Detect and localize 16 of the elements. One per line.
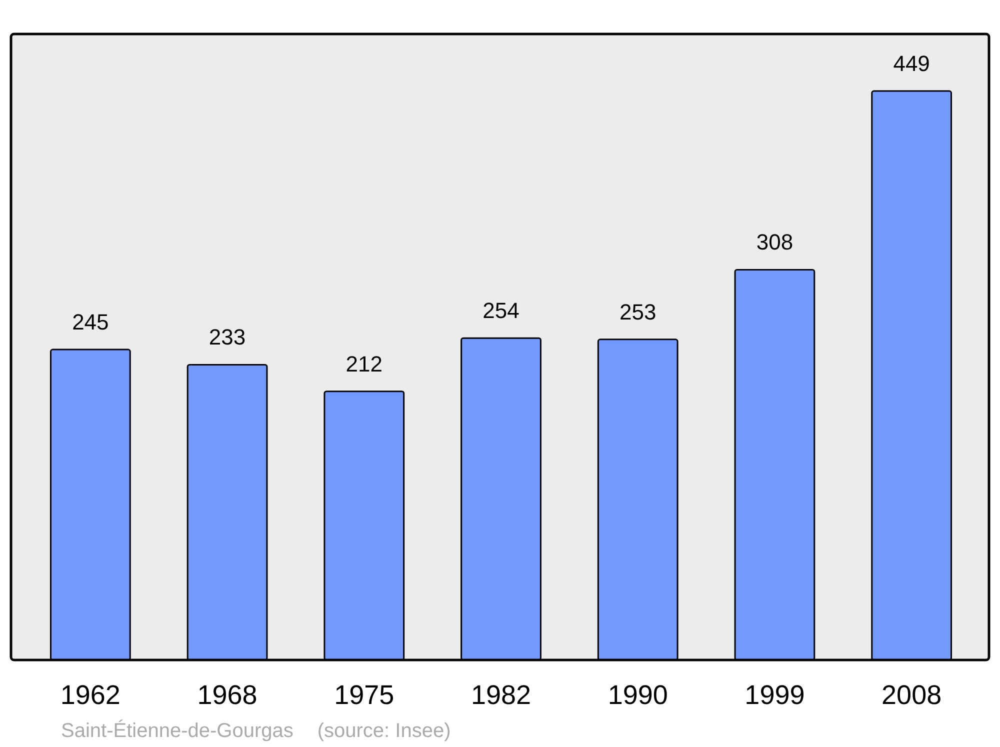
x-tick-label: 1962 [60, 680, 120, 710]
x-tick-label: 1990 [608, 680, 668, 710]
data-label: 245 [72, 310, 109, 335]
text: Saint-Étienne-de-Gourgas [61, 719, 294, 742]
data-label: 253 [620, 299, 656, 324]
data-label: 254 [482, 298, 520, 324]
data-label: 308 [756, 230, 794, 255]
x-tick-label: 1982 [470, 680, 532, 710]
data-label: 212 [346, 351, 382, 376]
x-tick-label: 1968 [197, 680, 258, 710]
x-tick-label: 2008 [882, 680, 942, 710]
text: (source: Insee) [317, 720, 451, 742]
data-label: 233 [208, 324, 246, 350]
x-tick-label: 1975 [334, 680, 394, 710]
data-label: 449 [893, 51, 930, 76]
x-tick-label: 1999 [744, 680, 805, 710]
